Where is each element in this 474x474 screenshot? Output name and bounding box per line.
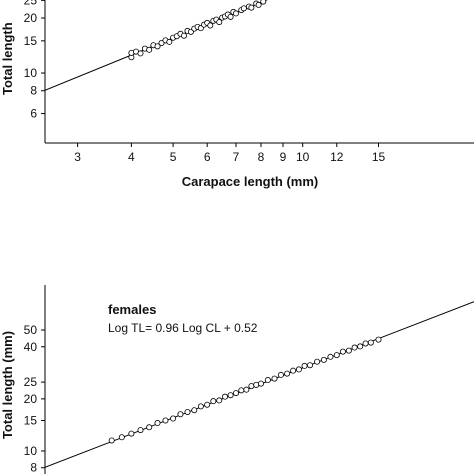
y-tick-label: 25 bbox=[24, 375, 38, 389]
data-point bbox=[128, 430, 135, 437]
plot-area bbox=[45, 301, 474, 468]
y-tick-label: 8 bbox=[30, 461, 37, 474]
data-point bbox=[345, 347, 352, 354]
x-tick-label: 10 bbox=[296, 150, 310, 164]
data-point bbox=[257, 380, 264, 387]
y-tick-label: 20 bbox=[24, 11, 38, 25]
data-point bbox=[255, 1, 262, 8]
data-point bbox=[216, 19, 223, 26]
data-point bbox=[290, 367, 297, 374]
plot-area bbox=[45, 0, 268, 91]
data-point bbox=[222, 393, 229, 400]
data-point bbox=[357, 343, 364, 350]
data-point bbox=[207, 22, 214, 29]
data-point bbox=[367, 339, 374, 346]
data-point bbox=[177, 411, 184, 418]
x-tick-label: 12 bbox=[330, 150, 344, 164]
data-point bbox=[284, 370, 291, 377]
annotation-title: females bbox=[108, 302, 156, 317]
data-point bbox=[240, 5, 247, 12]
data-point bbox=[233, 10, 240, 17]
x-tick-label: 3 bbox=[74, 150, 81, 164]
x-tick-label: 6 bbox=[204, 150, 211, 164]
data-point bbox=[243, 386, 250, 393]
y-tick-label: 50 bbox=[24, 323, 38, 337]
data-point bbox=[227, 13, 234, 20]
x-tick-label: 15 bbox=[372, 150, 386, 164]
data-point bbox=[314, 358, 321, 365]
y-tick-label: 15 bbox=[24, 34, 38, 48]
x-tick-label: 8 bbox=[258, 150, 265, 164]
data-point bbox=[264, 377, 271, 384]
y-tick-label: 25 bbox=[24, 0, 38, 7]
y-axis-title: Total length bbox=[0, 22, 15, 95]
y-tick-label: 10 bbox=[24, 66, 38, 80]
data-point bbox=[197, 403, 204, 410]
data-point bbox=[170, 415, 177, 422]
y-axis-title: Total length (mm) bbox=[0, 331, 15, 439]
data-point bbox=[301, 362, 308, 369]
data-point bbox=[277, 371, 284, 378]
fit-line bbox=[45, 0, 268, 91]
data-point bbox=[146, 46, 153, 53]
data-point bbox=[333, 352, 340, 359]
y-tick-label: 10 bbox=[24, 444, 38, 458]
data-point bbox=[216, 397, 223, 404]
data-point bbox=[137, 427, 144, 434]
data-point bbox=[327, 353, 334, 360]
data-point bbox=[162, 417, 169, 424]
x-tick-label: 7 bbox=[233, 150, 240, 164]
data-point bbox=[154, 420, 161, 427]
data-point bbox=[210, 398, 217, 405]
data-point bbox=[191, 407, 198, 414]
data-point bbox=[137, 50, 144, 57]
data-point bbox=[260, 0, 267, 5]
y-tick-label: 40 bbox=[24, 340, 38, 354]
data-point bbox=[233, 390, 240, 397]
x-tick-label: 5 bbox=[170, 150, 177, 164]
x-tick-label: 9 bbox=[280, 150, 287, 164]
x-axis-title: Carapace length (mm) bbox=[182, 174, 319, 189]
data-point bbox=[154, 43, 161, 50]
data-point bbox=[362, 340, 369, 347]
data-point bbox=[295, 366, 302, 373]
data-point bbox=[320, 356, 327, 363]
data-point bbox=[339, 348, 346, 355]
data-point bbox=[248, 4, 255, 11]
y-tick-label: 6 bbox=[30, 107, 37, 121]
data-point bbox=[118, 434, 125, 441]
data-point bbox=[108, 437, 115, 444]
data-point bbox=[307, 362, 314, 369]
data-point bbox=[166, 38, 173, 45]
data-point bbox=[375, 336, 382, 343]
data-point bbox=[146, 424, 153, 431]
x-tick-label: 4 bbox=[128, 150, 135, 164]
data-point bbox=[204, 401, 211, 408]
data-point bbox=[238, 387, 245, 394]
data-point bbox=[248, 383, 255, 390]
y-tick-label: 8 bbox=[30, 84, 37, 98]
annotation: Log TL= 0.96 Log CL + 0.52 bbox=[108, 321, 258, 335]
y-tick-label: 15 bbox=[24, 413, 38, 427]
y-tick-label: 20 bbox=[24, 392, 38, 406]
data-point bbox=[227, 392, 234, 399]
data-point bbox=[184, 408, 191, 415]
data-point bbox=[351, 344, 358, 351]
data-point bbox=[271, 375, 278, 382]
data-point bbox=[180, 32, 187, 39]
